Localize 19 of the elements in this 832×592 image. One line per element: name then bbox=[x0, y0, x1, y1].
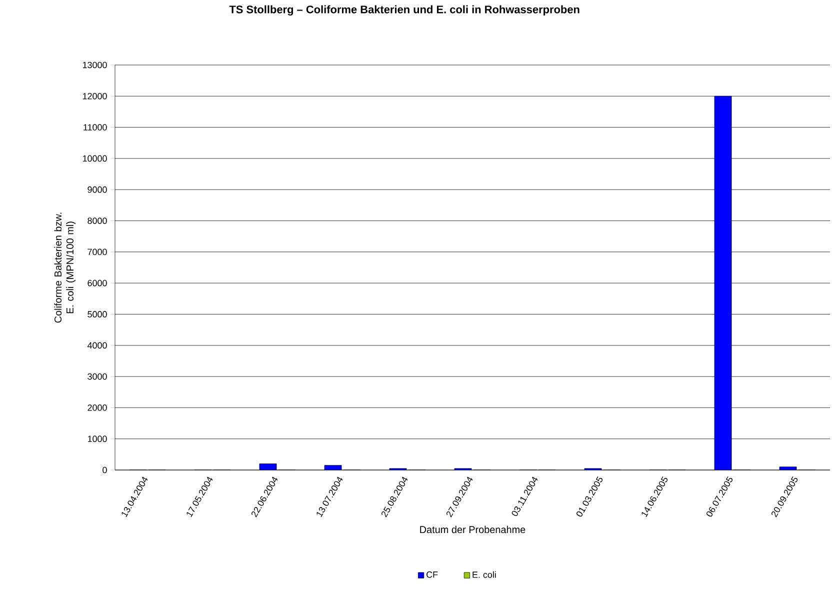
y-tick-label: 0 bbox=[102, 466, 107, 474]
x-axis-title: Datum der Probenahme bbox=[420, 526, 526, 534]
y-tick-label: 6000 bbox=[88, 280, 107, 286]
legend-label: CF bbox=[426, 571, 438, 578]
legend-label: E. coli bbox=[472, 571, 496, 578]
y-tick-label: 13000 bbox=[82, 62, 107, 68]
y-tick-label: 12000 bbox=[82, 92, 107, 100]
y-tick-label: 9000 bbox=[88, 186, 107, 193]
y-tick-label: 4000 bbox=[87, 342, 107, 349]
y-tick-label: 10000 bbox=[82, 155, 107, 162]
y-tick-label: 5000 bbox=[88, 311, 107, 318]
y-tick-label: 7000 bbox=[88, 248, 107, 256]
y-tick-label: 3000 bbox=[88, 373, 107, 380]
y-tick-label: 11000 bbox=[84, 124, 107, 130]
y-axis-title: Coliforme Bakterien bzw. E. coli (MPN/100 ml) bbox=[54, 212, 76, 323]
y-tick-label: 1000 bbox=[88, 436, 107, 442]
chart-title: TS Stollberg – Coliforme Bakterien und E. coli in Rohwasserproben bbox=[229, 5, 580, 16]
y-tick-label: 2000 bbox=[88, 404, 107, 411]
y-tick-label: 8000 bbox=[88, 218, 107, 224]
